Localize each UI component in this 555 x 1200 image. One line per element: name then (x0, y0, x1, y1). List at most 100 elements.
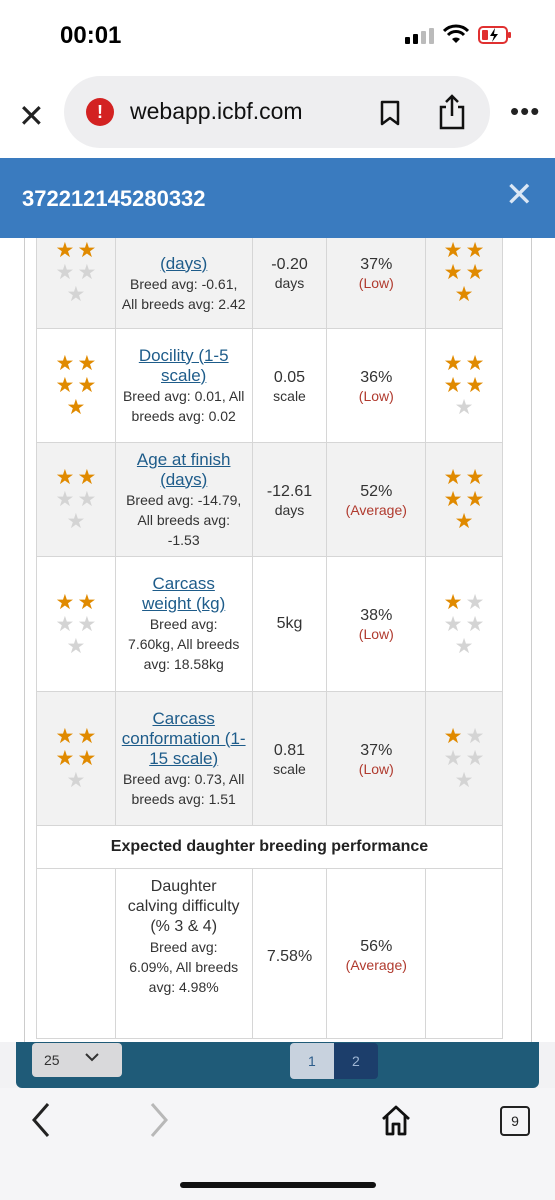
reliability-label: (Low) (358, 274, 394, 291)
star-rating-icon: ★ ★ ★ ★ ★ (443, 466, 485, 533)
reliability-cell: 38% (Low) (326, 556, 427, 692)
stars-left-cell: ★ ★ ★ ★ ★ (36, 442, 116, 557)
clock: 00:01 (60, 22, 122, 49)
reliability-text: 52% (360, 482, 393, 500)
unit-text: days (274, 501, 305, 518)
section-header-row: Expected daughter breeding performance (36, 825, 503, 869)
table-row: ★ ★ ★ ★ ★ Carcass weight (kg) Breed avg: 7.6… (36, 556, 503, 692)
more-menu-icon[interactable]: ••• (510, 96, 541, 126)
battery-icon (478, 26, 511, 44)
stars-left-cell: ★ ★ ★ ★ ★ (36, 238, 116, 329)
value-cell: 0.81 scale (251, 691, 328, 826)
value-cell: 5kg (251, 556, 328, 692)
page-button-1[interactable]: 1 (290, 1043, 334, 1079)
wifi-icon (443, 24, 469, 43)
unit-text: scale (273, 387, 306, 404)
share-icon[interactable] (437, 94, 467, 130)
trait-link[interactable]: Age at finish (days) (136, 449, 231, 489)
reliability-label: (Low) (358, 387, 394, 404)
value-cell: -0.20 days (251, 238, 328, 329)
stars-left-cell (36, 868, 116, 1039)
unit-text: scale (273, 760, 306, 777)
index-table: ★ ★ ★ ★ ★ (days) Breed avg: -0.61, All breed… (36, 238, 503, 1039)
stars-left-cell: ★ ★ ★ ★ ★ (36, 691, 116, 826)
value-text: -12.61 (266, 482, 313, 500)
value-text: -0.20 (271, 255, 308, 273)
reliability-text: 38% (360, 607, 393, 624)
url-field[interactable] (64, 76, 490, 148)
warning-icon[interactable]: ! (86, 98, 114, 126)
stars-right-cell: ★ ★ ★ ★ ★ (425, 328, 503, 443)
page-label: 2 (352, 1053, 360, 1069)
home-icon[interactable] (380, 1103, 412, 1137)
table-row: ★ ★ ★ ★ ★ (days) Breed avg: -0.61, All breed… (36, 238, 503, 329)
bookmark-icon[interactable] (380, 100, 400, 126)
value-cell: 0.05 scale (251, 328, 328, 443)
trait-cell: Carcass weight (kg) Breed avg: 7.60kg, A… (114, 556, 253, 692)
trait-cell: Age at finish (days) Breed avg: -14.79, … (114, 442, 253, 557)
trait-link[interactable]: (days) (160, 253, 208, 273)
reliability-label: (Average) (345, 501, 407, 518)
table-row: Daughter calving difficulty (% 3 & 4) Br… (36, 868, 503, 1039)
browser-toolbar (0, 1088, 555, 1200)
trait-cell: Docility (1-5 scale) Breed avg: 0.01, Al… (114, 328, 253, 443)
value-text: 0.81 (273, 741, 306, 759)
table-row: ★ ★ ★ ★ ★ Carcass conformation (1-15 scale) … (36, 691, 503, 826)
value-text: 0.05 (273, 368, 306, 386)
reliability-text: 37% (360, 255, 393, 273)
trait-link[interactable]: Carcass conformation (1-15 scale) (121, 708, 246, 768)
close-icon[interactable]: ✕ (505, 176, 534, 214)
trait-avg: Breed avg: 0.73, All breeds avg: 1.51 (122, 770, 245, 807)
unit-text: days (274, 274, 305, 291)
page-size-select[interactable] (32, 1043, 122, 1077)
home-indicator (180, 1182, 376, 1188)
value-text: 5kg (276, 615, 303, 632)
trait-avg: Breed avg: 6.09%, All breeds avg: 4.98% (129, 939, 239, 995)
stars-left-cell: ★ ★ ★ ★ ★ (36, 556, 116, 692)
value-text: 7.58% (266, 948, 313, 965)
trait-avg: Breed avg: 0.01, All breeds avg: 0.02 (122, 387, 245, 424)
url-text[interactable]: webapp.icbf.com (130, 98, 303, 124)
reliability-cell: 56% (Average) (326, 868, 427, 1039)
trait-link[interactable]: Carcass weight (kg) (142, 574, 226, 613)
value-cell: -12.61 days (251, 442, 328, 557)
reliability-text: 37% (360, 741, 393, 759)
star-rating-icon: ★ ★ ★ ★ ★ (443, 352, 485, 419)
chevron-down-icon[interactable] (84, 1049, 100, 1065)
tabs-icon[interactable]: 9 (500, 1106, 530, 1136)
stars-right-cell: ★ ★ ★ ★ ★ (425, 691, 503, 826)
page-button-2[interactable]: 2 (334, 1043, 378, 1079)
results-panel: ★ ★ ★ ★ ★ (days) Breed avg: -0.61, All breed… (0, 238, 555, 1042)
value-cell: 7.58% (251, 868, 328, 1039)
trait-avg: Breed avg: -14.79, All breeds avg: -1.53 (126, 491, 242, 548)
star-rating-icon: ★ ★ ★ ★ ★ (55, 352, 97, 419)
trait-avg: Breed avg: 7.60kg, All breeds avg: 18.58… (128, 616, 240, 672)
page-title: 372212145280332 (22, 186, 206, 211)
star-rating-icon: ★ ★ ★ ★ ★ (55, 466, 97, 533)
section-title: Expected daughter breeding performance (36, 825, 503, 869)
back-arrow-icon[interactable] (28, 1098, 54, 1142)
trait-link[interactable]: Docility (1-5 scale) (138, 345, 229, 385)
star-rating-icon: ★ ★ ★ ★ ★ (443, 725, 485, 792)
trait-cell: Carcass conformation (1-15 scale) Breed … (114, 691, 253, 826)
stars-left-cell: ★ ★ ★ ★ ★ (36, 328, 116, 443)
reliability-cell: 37% (Low) (326, 691, 427, 826)
star-rating-icon: ★ ★ ★ ★ ★ (55, 725, 97, 792)
trait-name: Daughter calving difficulty (% 3 & 4) (127, 878, 240, 935)
reliability-cell: 52% (Average) (326, 442, 427, 557)
trait-avg: Breed avg: -0.61, All breeds avg: 2.42 (121, 275, 246, 312)
table-row: ★ ★ ★ ★ ★ Docility (1-5 scale) Breed avg: 0.… (36, 328, 503, 443)
stars-right-cell: ★ ★ ★ ★ ★ (425, 442, 503, 557)
app-header (0, 158, 555, 238)
reliability-label: (Low) (358, 760, 394, 777)
reliability-cell: 37% (Low) (326, 238, 427, 329)
star-rating-icon: ★ ★ ★ ★ ★ (55, 590, 97, 658)
page-size-value[interactable]: 25 (44, 1052, 60, 1068)
status-bar: 00:01 (0, 0, 555, 72)
close-tab-icon[interactable]: ✕ (18, 98, 45, 134)
star-rating-icon: ★ ★ ★ ★ ★ (55, 239, 97, 306)
reliability-label: (Low) (358, 626, 394, 642)
trait-cell: Daughter calving difficulty (% 3 & 4) Br… (114, 868, 253, 1039)
reliability-cell: 36% (Low) (326, 328, 427, 443)
forward-arrow-icon[interactable] (146, 1098, 172, 1142)
